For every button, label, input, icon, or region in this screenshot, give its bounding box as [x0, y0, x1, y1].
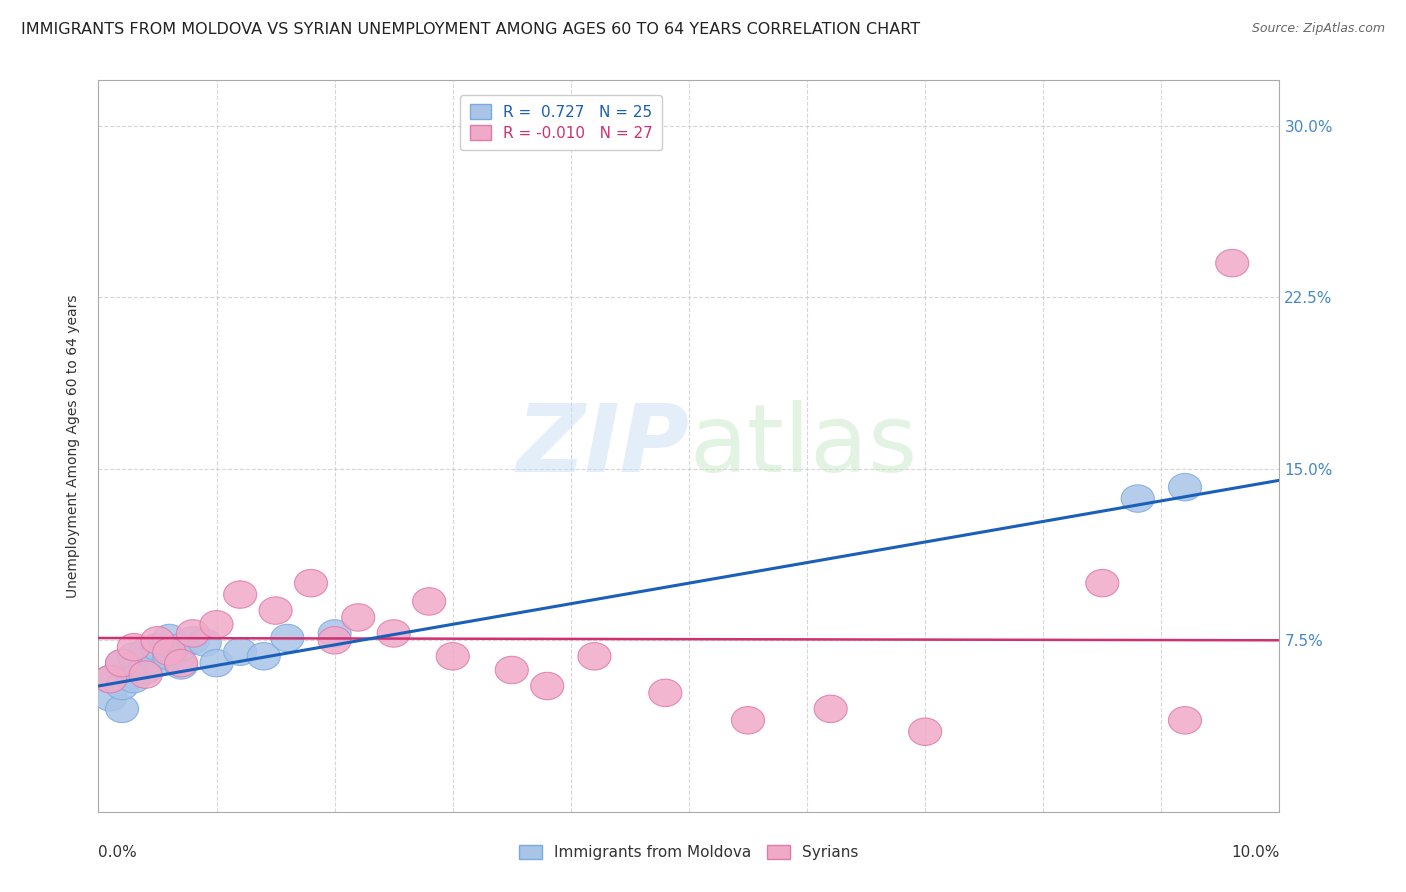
Ellipse shape [165, 649, 198, 677]
Ellipse shape [908, 718, 942, 746]
Ellipse shape [165, 652, 198, 679]
Text: IMMIGRANTS FROM MOLDOVA VS SYRIAN UNEMPLOYMENT AMONG AGES 60 TO 64 YEARS CORRELA: IMMIGRANTS FROM MOLDOVA VS SYRIAN UNEMPL… [21, 22, 920, 37]
Ellipse shape [141, 633, 174, 661]
Ellipse shape [165, 633, 198, 661]
Ellipse shape [731, 706, 765, 734]
Ellipse shape [200, 610, 233, 638]
Ellipse shape [412, 588, 446, 615]
Ellipse shape [648, 679, 682, 706]
Ellipse shape [1216, 250, 1249, 277]
Ellipse shape [318, 620, 352, 648]
Ellipse shape [153, 642, 186, 670]
Ellipse shape [105, 649, 139, 677]
Ellipse shape [188, 629, 221, 657]
Ellipse shape [141, 626, 174, 654]
Ellipse shape [117, 661, 150, 689]
Ellipse shape [377, 620, 411, 648]
Y-axis label: Unemployment Among Ages 60 to 64 years: Unemployment Among Ages 60 to 64 years [66, 294, 80, 598]
Ellipse shape [105, 649, 139, 677]
Ellipse shape [94, 665, 127, 693]
Ellipse shape [271, 624, 304, 652]
Ellipse shape [129, 657, 162, 683]
Ellipse shape [117, 665, 150, 693]
Ellipse shape [342, 604, 375, 632]
Ellipse shape [224, 638, 257, 665]
Ellipse shape [530, 673, 564, 699]
Ellipse shape [294, 569, 328, 597]
Ellipse shape [318, 626, 352, 654]
Text: atlas: atlas [689, 400, 917, 492]
Ellipse shape [1121, 485, 1154, 512]
Ellipse shape [495, 657, 529, 683]
Legend: Immigrants from Moldova, Syrians: Immigrants from Moldova, Syrians [513, 838, 865, 866]
Ellipse shape [1168, 706, 1202, 734]
Ellipse shape [129, 638, 162, 665]
Ellipse shape [578, 642, 612, 670]
Text: ZIP: ZIP [516, 400, 689, 492]
Ellipse shape [814, 695, 848, 723]
Text: Source: ZipAtlas.com: Source: ZipAtlas.com [1251, 22, 1385, 36]
Ellipse shape [200, 649, 233, 677]
Text: 10.0%: 10.0% [1232, 845, 1279, 860]
Ellipse shape [1085, 569, 1119, 597]
Ellipse shape [117, 642, 150, 670]
Ellipse shape [153, 624, 186, 652]
Ellipse shape [259, 597, 292, 624]
Ellipse shape [105, 695, 139, 723]
Ellipse shape [153, 638, 186, 665]
Ellipse shape [141, 649, 174, 677]
Ellipse shape [105, 673, 139, 699]
Ellipse shape [1168, 474, 1202, 501]
Text: 0.0%: 0.0% [98, 845, 138, 860]
Ellipse shape [176, 626, 209, 654]
Ellipse shape [117, 633, 150, 661]
Ellipse shape [94, 665, 127, 693]
Ellipse shape [436, 642, 470, 670]
Ellipse shape [176, 620, 209, 648]
Ellipse shape [129, 661, 162, 689]
Ellipse shape [224, 581, 257, 608]
Ellipse shape [247, 642, 280, 670]
Ellipse shape [94, 683, 127, 711]
